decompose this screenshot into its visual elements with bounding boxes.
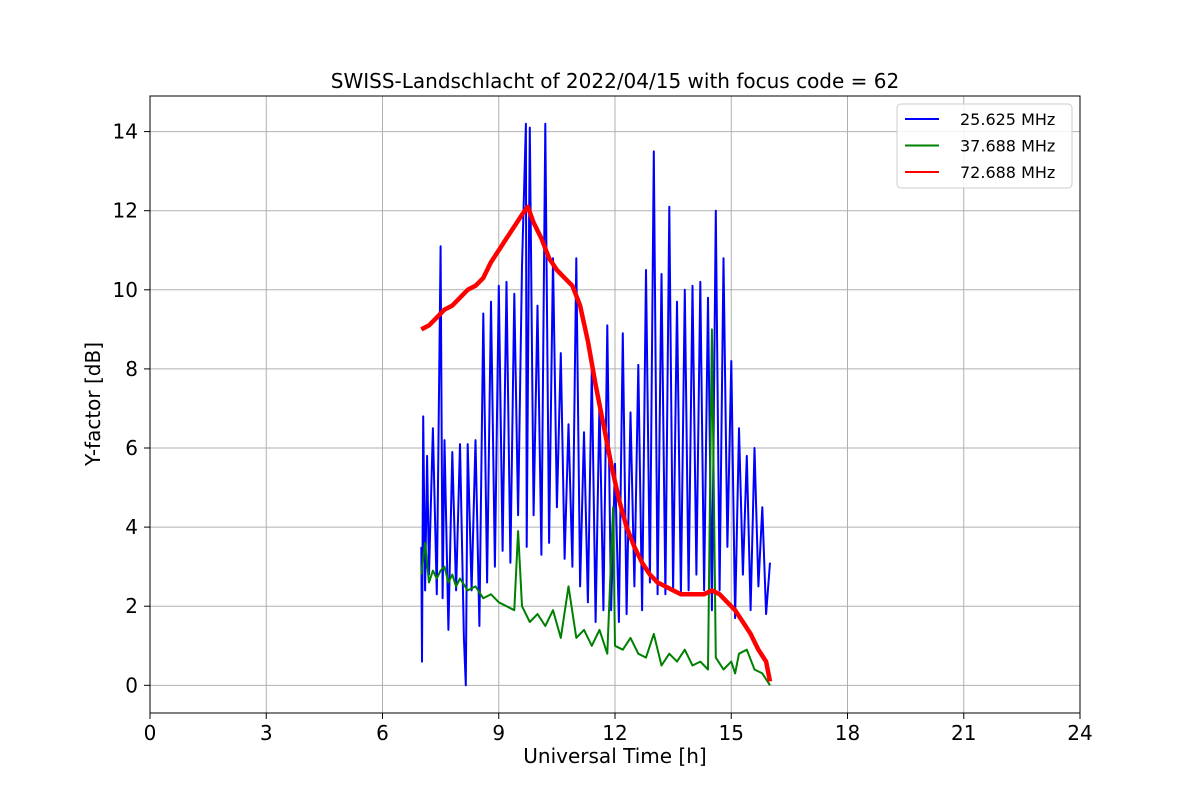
x-tick-label: 21 xyxy=(951,721,976,745)
series-layer xyxy=(420,122,773,687)
x-tick-label: 24 xyxy=(1067,721,1092,745)
x-tick-label: 18 xyxy=(835,721,860,745)
y-axis-label: Y-factor [dB] xyxy=(81,342,105,467)
x-axis-label: Universal Time [h] xyxy=(523,744,706,768)
x-tick-label: 0 xyxy=(144,721,157,745)
x-ticks: 0 3 6 9 12 15 18 21 24 xyxy=(144,713,1093,745)
x-tick-label: 3 xyxy=(260,721,273,745)
series-line-1 xyxy=(420,328,771,686)
chart-title: SWISS-Landschlacht of 2022/04/15 with fo… xyxy=(331,69,899,93)
legend-label-1: 37.688 MHz xyxy=(960,137,1055,156)
series-line-0 xyxy=(420,122,771,687)
x-tick-label: 6 xyxy=(376,721,389,745)
x-tick-label: 12 xyxy=(602,721,627,745)
y-tick-label: 6 xyxy=(125,436,138,460)
legend-label-0: 25.625 MHz xyxy=(960,110,1055,129)
y-tick-label: 14 xyxy=(113,120,138,144)
y-tick-label: 12 xyxy=(113,199,138,223)
y-tick-label: 4 xyxy=(125,515,138,539)
y-tick-label: 2 xyxy=(125,594,138,618)
legend-label-2: 72.688 MHz xyxy=(960,163,1055,182)
x-tick-label: 9 xyxy=(492,721,505,745)
y-ticks: 0 2 4 6 8 10 12 14 xyxy=(113,120,150,697)
legend: 25.625 MHz 37.688 MHz 72.688 MHz xyxy=(896,103,1073,189)
x-tick-label: 15 xyxy=(719,721,744,745)
legend-items: 25.625 MHz 37.688 MHz 72.688 MHz xyxy=(905,110,1055,182)
y-tick-label: 10 xyxy=(113,278,138,302)
y-tick-label: 8 xyxy=(125,357,138,381)
y-tick-label: 0 xyxy=(125,673,138,697)
series-line-2 xyxy=(420,204,773,682)
legend-box xyxy=(896,103,1073,189)
